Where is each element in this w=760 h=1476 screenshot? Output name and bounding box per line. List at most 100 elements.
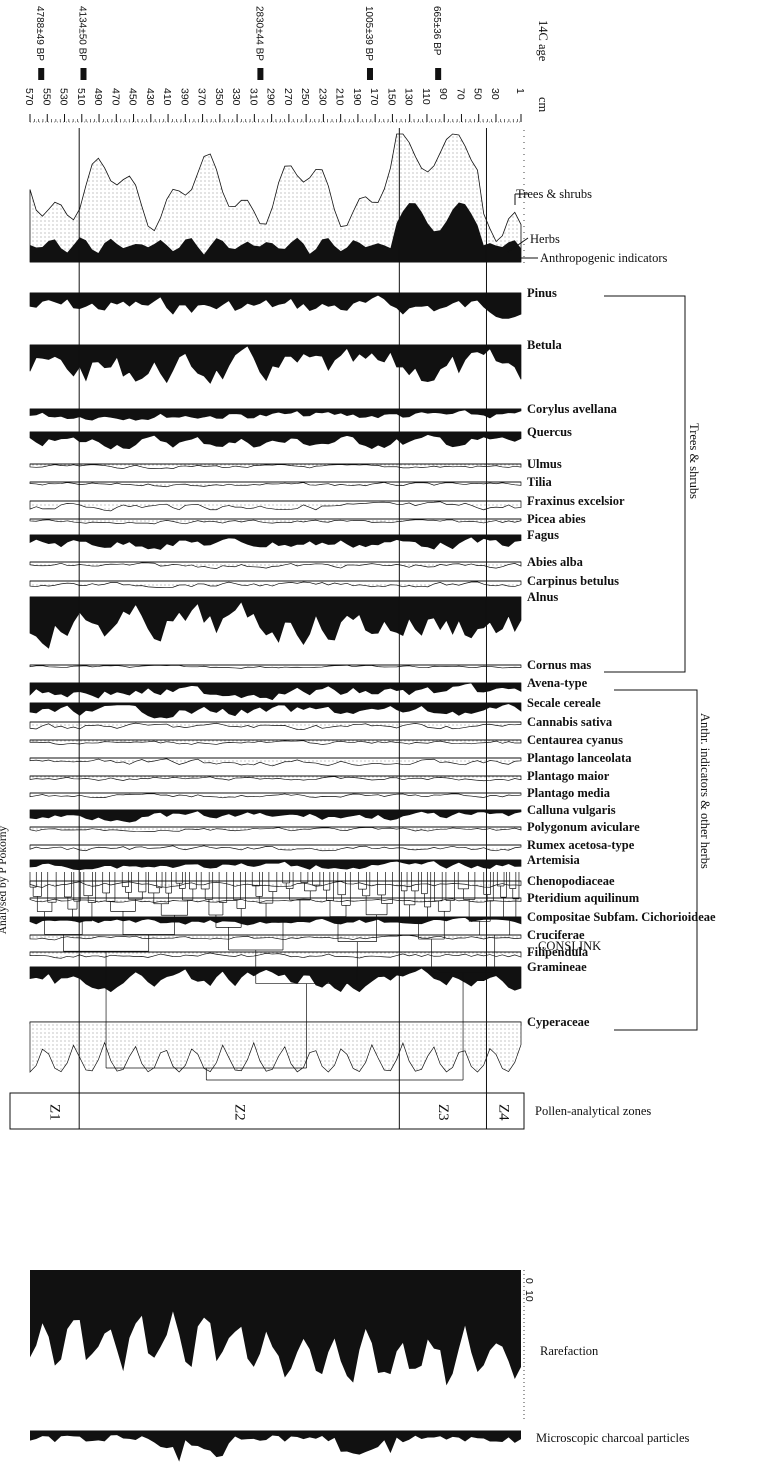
taxon-label: Carpinus betulus [527,574,619,588]
date-marker [257,68,264,80]
taxon-curve [29,596,522,649]
taxon-curve [29,292,522,319]
depth-tick-label: 150 [385,88,397,106]
depth-tick-label: 90 [437,88,449,100]
taxon-curve [29,481,522,488]
taxon-label: Cornus mas [527,658,591,672]
taxon-label: Corylus avellana [527,402,618,416]
taxon-label: Pteridium aquilinum [527,891,640,905]
date-marker [80,68,87,80]
date-label: 2830±44 BP [253,6,264,61]
rarefaction-curve [30,1270,525,1420]
taxon-curve [29,826,522,832]
rarefaction-tick-10: 10 [523,1290,535,1302]
taxon-curve [29,757,522,767]
depth-tick-label: 310 [247,88,259,106]
taxon-label: Fraxinus excelsior [527,494,625,508]
radiocarbon-dates: 4788±49 BP 4134±50 BP 2830±44 BP 1005±39 BP… [34,6,442,80]
depth-tick-label: 130 [403,88,415,106]
summary-curves-panel [29,133,522,263]
taxon-label: Plantago maior [527,769,610,783]
charcoal-area [30,1431,521,1462]
zone-label: Z3 [435,1104,451,1121]
depth-tick-label: 190 [351,88,363,106]
taxon-curve [29,721,522,731]
cyperaceae-exaggeration [29,1021,522,1073]
depth-tick-label: 170 [368,88,380,106]
depth-tick-label: 250 [299,88,311,106]
depth-tick-label: 30 [489,88,501,100]
trees-shrubs-bracket [604,295,686,673]
taxon-curve [29,702,522,719]
taxon-label: Filipendula [527,945,589,959]
taxon-curve [29,934,522,941]
taxon-label: Rumex acetosa-type [527,838,635,852]
zones-box [9,1092,525,1130]
depth-tick-label: 510 [75,88,87,106]
depth-axis: 570 550 530 510 490 470 450 430 410 390 370 350 330 3… [23,88,526,268]
depth-tick-label: 430 [144,88,156,106]
taxon-curve [29,966,522,993]
taxa-curves-panel [29,292,522,1073]
taxon-label: Quercus [527,425,572,439]
taxa-labels: Pinus Betula Corylus avellana Quercus Ulmus T… [527,286,716,1029]
dates-header: 14C age [536,20,550,62]
taxon-label: Secale cereale [527,696,601,710]
summary-label-herbs: Herbs [530,232,560,246]
depth-tick-label: 1 [514,88,526,94]
taxon-label: Centaurea cyanus [527,733,623,747]
taxon-curve [29,951,522,959]
depth-tick-label: 370 [196,88,208,106]
depth-unit-label: cm [536,97,550,113]
depth-tick-label: 390 [178,88,190,106]
taxon-label: Alnus [527,590,558,604]
taxon-curve [29,580,522,588]
taxon-curve [29,916,522,926]
taxon-curve [29,775,522,782]
taxon-label: Polygonum aviculare [527,820,640,834]
zone-lines: Z1 Z2 Z3 Z4 [47,128,512,1129]
taxon-curve [29,809,522,823]
date-marker [366,68,373,80]
taxon-curve [29,682,522,701]
taxon-label: Pinus [527,286,557,300]
date-label: 4788±49 BP [34,6,45,61]
taxon-label: Fagus [527,528,559,542]
depth-tick-label: 290 [265,88,277,106]
herbs-curve [30,202,521,262]
taxon-curve [29,859,522,871]
taxon-label: Plantago media [527,786,611,800]
zone-label: Z1 [47,1104,63,1121]
taxon-label: Abies alba [527,555,584,569]
taxon-label: Picea abies [527,512,586,526]
date-label: 665±36 BP [431,6,442,56]
taxon-curve [29,664,522,669]
rarefaction-area [30,1270,521,1386]
analyst-credit: Analysed by P Pokorný [0,826,9,935]
date-label: 1005±39 BP [363,6,374,61]
taxon-label: Compositae Subfam. Cichorioideae [527,910,716,924]
charcoal-curve [30,1430,521,1462]
taxon-label: Ulmus [527,457,562,471]
taxon-curve [29,518,522,525]
taxon-curve [29,534,522,550]
zones-label: Pollen-analytical zones [535,1104,651,1118]
depth-tick-label: 550 [40,88,52,106]
taxon-label: Cruciferae [527,928,585,942]
depth-tick-label: 530 [58,88,70,106]
depth-tick-label: 350 [213,88,225,106]
depth-tick-label: 410 [161,88,173,106]
summary-label-anthropogenic: Anthropogenic indicators [540,251,668,265]
taxon-label: Avena-type [527,676,588,690]
rarefaction-label: Rarefaction [540,1344,599,1358]
taxon-curve [29,561,522,569]
taxon-label: Artemisia [527,853,581,867]
taxon-label: Plantago lanceolata [527,751,632,765]
group-label-herbs: Anthr. indicators & other herbs [698,713,712,869]
depth-tick-label: 330 [230,88,242,106]
taxon-label: Chenopodiaceae [527,874,615,888]
date-marker [38,68,45,80]
depth-tick-label: 470 [109,88,121,106]
date-label: 4134±50 BP [77,6,88,61]
